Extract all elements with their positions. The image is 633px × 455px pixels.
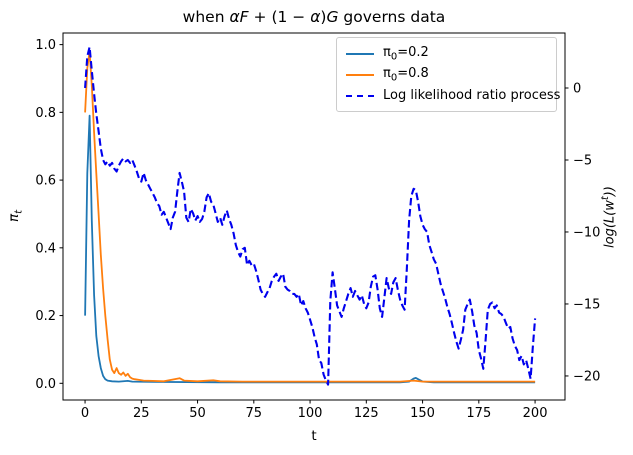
x-tick-label: 200 [523, 406, 548, 421]
legend-label: π0=0.2 [383, 45, 429, 63]
y-tick-label-left: 0.8 [35, 106, 56, 121]
x-tick-label: 25 [133, 406, 150, 421]
solid-line-icon [346, 73, 374, 76]
legend-label-part: Log likelihood ratio process [383, 88, 561, 103]
x-tick-label: 150 [410, 406, 435, 421]
chart-title: when αF + (1 − α)G governs data [63, 8, 565, 26]
y-tick-label-right: 0 [573, 81, 581, 96]
y-axis-label-left-sub: t [13, 209, 25, 214]
title-segment: α [310, 8, 321, 26]
y-tick-label-right: −15 [573, 297, 600, 312]
solid-line-icon [346, 52, 374, 55]
y-tick-label-left: 0.4 [35, 241, 56, 256]
x-tick-label: 50 [189, 406, 206, 421]
y-tick-label-right: −20 [573, 369, 600, 384]
axes-frame [62, 32, 566, 401]
title-segment: when [182, 8, 230, 26]
title-segment: governs data [338, 8, 446, 26]
legend-line-sample [346, 73, 374, 76]
dashed-line-icon [346, 94, 374, 97]
y-tick-label-left: 0.0 [35, 377, 56, 392]
series-line-pi0-0.2 [84, 114, 536, 384]
legend-line-sample [346, 94, 374, 97]
title-segment: αF [229, 8, 249, 26]
x-axis-label: t [311, 428, 317, 444]
legend-label-part: 0 [390, 72, 398, 84]
y-tick-label-left: 1.0 [35, 38, 56, 53]
title-segment: G [326, 8, 339, 26]
legend-label: π0=0.8 [383, 66, 429, 84]
y-tick-label-right: −10 [573, 225, 600, 240]
x-tick-label: 100 [298, 406, 323, 421]
legend-label-part: =0.8 [397, 65, 429, 81]
series-line-log-likelihood-ratio-process [84, 45, 537, 386]
legend-label-part: π [383, 65, 391, 81]
legend: π0=0.2 π0=0.8 Log likelihood ratio process [336, 37, 560, 112]
legend-label-part: 0 [390, 51, 398, 63]
x-tick-label: 0 [81, 406, 89, 421]
title-segment: ) [320, 8, 327, 26]
legend-entry: π0=0.2 [346, 43, 547, 64]
x-tick-label: 75 [246, 406, 263, 421]
legend-label-part: π [383, 44, 391, 60]
legend-label-part: =0.2 [397, 44, 429, 60]
y-tick-label-left: 0.2 [35, 309, 56, 324]
y-axis-label-right-text: log(L(w [602, 200, 618, 248]
legend-line-sample [346, 52, 374, 55]
y-axis-label-left-text: π [6, 213, 22, 223]
y-axis-label-right-sup: t [600, 196, 611, 201]
legend-entry: π0=0.8 [346, 64, 547, 85]
series-line-pi0-0.8 [84, 50, 536, 383]
legend-entry: Log likelihood ratio process [346, 85, 560, 106]
legend-label: Log likelihood ratio process [383, 88, 560, 103]
y-tick-label-left: 0.6 [35, 174, 56, 189]
x-tick-label: 175 [466, 406, 491, 421]
y-axis-label-right-text: )) [602, 186, 618, 197]
y-axis-label-right: log(L(wt)) [600, 169, 620, 265]
y-axis-label-left: πt [6, 193, 26, 239]
x-tick-label: 125 [354, 406, 379, 421]
y-tick-label-right: −5 [573, 153, 592, 168]
title-segment: + (1 − [248, 8, 311, 26]
